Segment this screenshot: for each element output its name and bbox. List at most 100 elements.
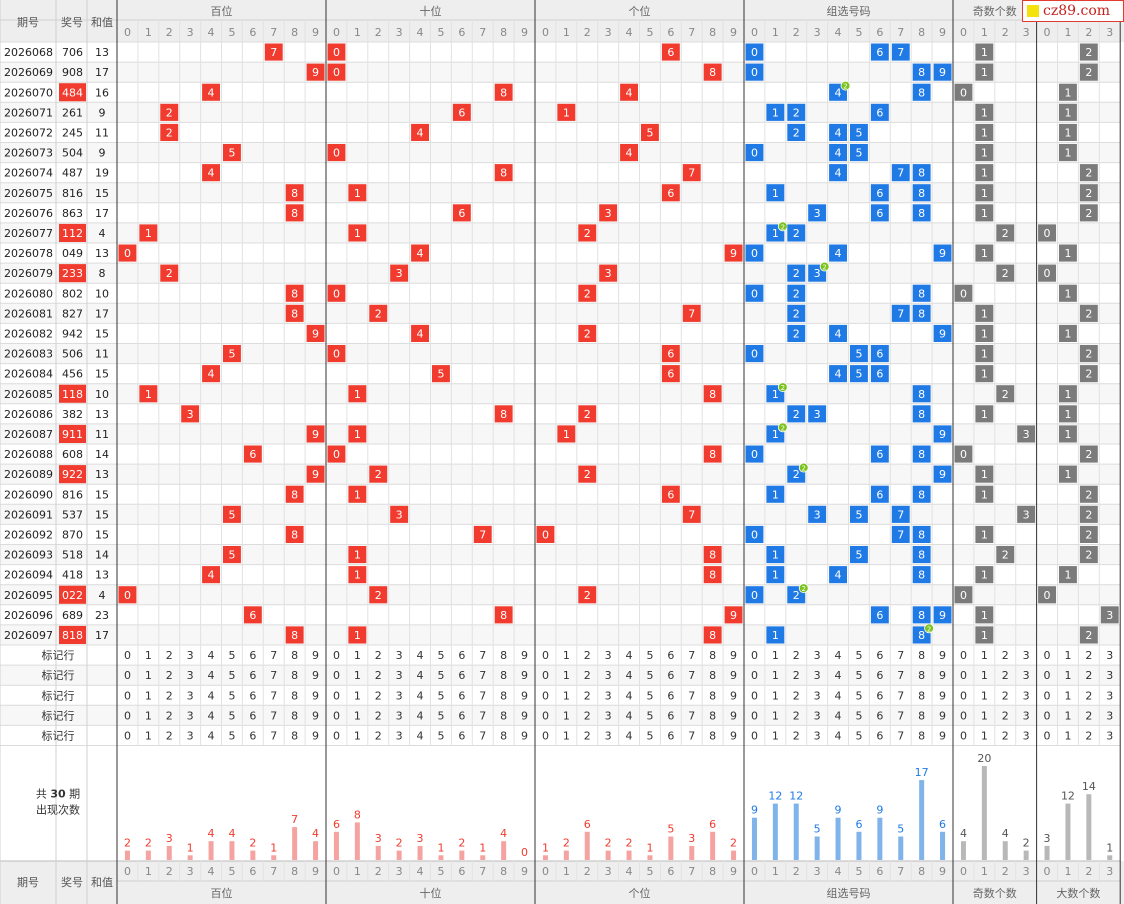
marker-cell: 3 [1106,689,1113,702]
marker-cell: 7 [897,669,904,682]
bar-value-label: 2 [626,837,633,850]
marker-cell: 3 [605,649,612,662]
big-count-label: 1 [1064,388,1071,401]
bar [166,845,172,860]
big-count-label: 2 [1085,629,1092,642]
marker-cell: 7 [897,649,904,662]
group-ball-label: 8 [918,86,925,99]
group-ball-label: 3 [814,207,821,220]
digit-header: 6 [458,26,465,39]
group-ball [891,43,910,61]
bar [501,841,507,860]
group-ball-label: 1 [772,428,779,441]
bar-value-label: 6 [333,818,340,831]
position-ball [327,284,346,302]
position-ball-label: 5 [228,549,235,562]
position-ball-label: 6 [667,187,674,200]
big-count-ball [1079,204,1098,222]
bar [292,827,298,860]
marker-cell: 1 [354,689,361,702]
big-count-label: 1 [1064,468,1071,481]
odd-count-ball [975,606,994,624]
repeat-badge [777,382,788,393]
group-ball-label: 8 [918,488,925,501]
position-ball-label: 2 [166,126,173,139]
big-count-label: 2 [1085,368,1092,381]
marker-cell: 6 [249,669,256,682]
bar-value-label: 4 [208,827,215,840]
marker-cell: 6 [876,709,883,722]
odd-count-ball [975,244,994,262]
position-ball [452,103,471,121]
marker-cell: 6 [667,709,674,722]
digit-header: 8 [291,26,298,39]
bar-value-label: 6 [709,818,716,831]
group-ball [766,546,785,564]
big-count-label: 2 [1085,508,1092,521]
number-cell: 506 [62,348,83,361]
period-cell: 2026086 [4,408,53,421]
bar [668,836,674,860]
position-ball-label: 5 [228,348,235,361]
odd-count-ball [996,385,1015,403]
marker-cell: 1 [1064,649,1071,662]
group-ball-label: 6 [876,448,883,461]
group-ball [766,566,785,584]
marker-cell: 5 [855,709,862,722]
bar [229,841,235,860]
digit-header: 2 [793,26,800,39]
bar-value-label: 9 [876,804,883,817]
marker-cell: 7 [270,669,277,682]
marker-cell: 2 [1085,689,1092,702]
digit-footer: 2 [166,865,173,878]
number-highlight [59,585,86,604]
sum-cell: 13 [95,247,109,260]
marker-cell: 5 [646,709,653,722]
odd-count-label: 1 [981,66,988,79]
marker-cell: 1 [563,649,570,662]
marker-cell: 8 [709,709,716,722]
marker-cell: 3 [396,689,403,702]
marker-cell: 3 [814,669,821,682]
odd-count-label: 1 [981,629,988,642]
group-ball-label: 4 [835,368,842,381]
marker-cell: 6 [667,669,674,682]
position-ball [139,224,158,242]
big-count-label: 1 [1064,86,1071,99]
row-stripe [0,624,1121,645]
position-ball-label: 8 [500,408,507,421]
position-ball [327,445,346,463]
big-count-ball [1059,244,1077,262]
marker-cell: 6 [876,729,883,742]
site-logo[interactable]: cz89.com [1022,0,1124,22]
odd-count-ball [975,405,994,423]
marker-cell: 0 [1044,649,1051,662]
position-ball [285,204,304,222]
period-cell: 2026093 [4,549,53,562]
group-ball [870,345,889,363]
group-ball [891,525,910,543]
marker-cell: 5 [646,729,653,742]
digit-header: 0 [124,26,131,39]
marker-cell: 2 [1002,689,1009,702]
group-ball-label: 2 [793,468,800,481]
marker-cell: 3 [396,729,403,742]
group-ball-label: 0 [751,528,758,541]
repeat-badge-label: 2 [781,384,785,392]
position-ball-label: 2 [166,106,173,119]
marker-cell: 3 [187,669,194,682]
group-ball [787,123,806,141]
position-ball [682,164,701,182]
digit-header: 1 [563,26,570,39]
position-ball-label: 2 [584,227,591,240]
marker-cell: 7 [688,649,695,662]
position-ball [306,425,325,443]
sum-cell: 11 [95,428,109,441]
group-ball [933,63,952,81]
position-ball [160,123,179,141]
position-ball-label: 5 [228,508,235,521]
digit-header: 0 [960,26,967,39]
position-ball [578,586,597,604]
bar [1023,850,1029,860]
digit-footer: 5 [646,865,653,878]
